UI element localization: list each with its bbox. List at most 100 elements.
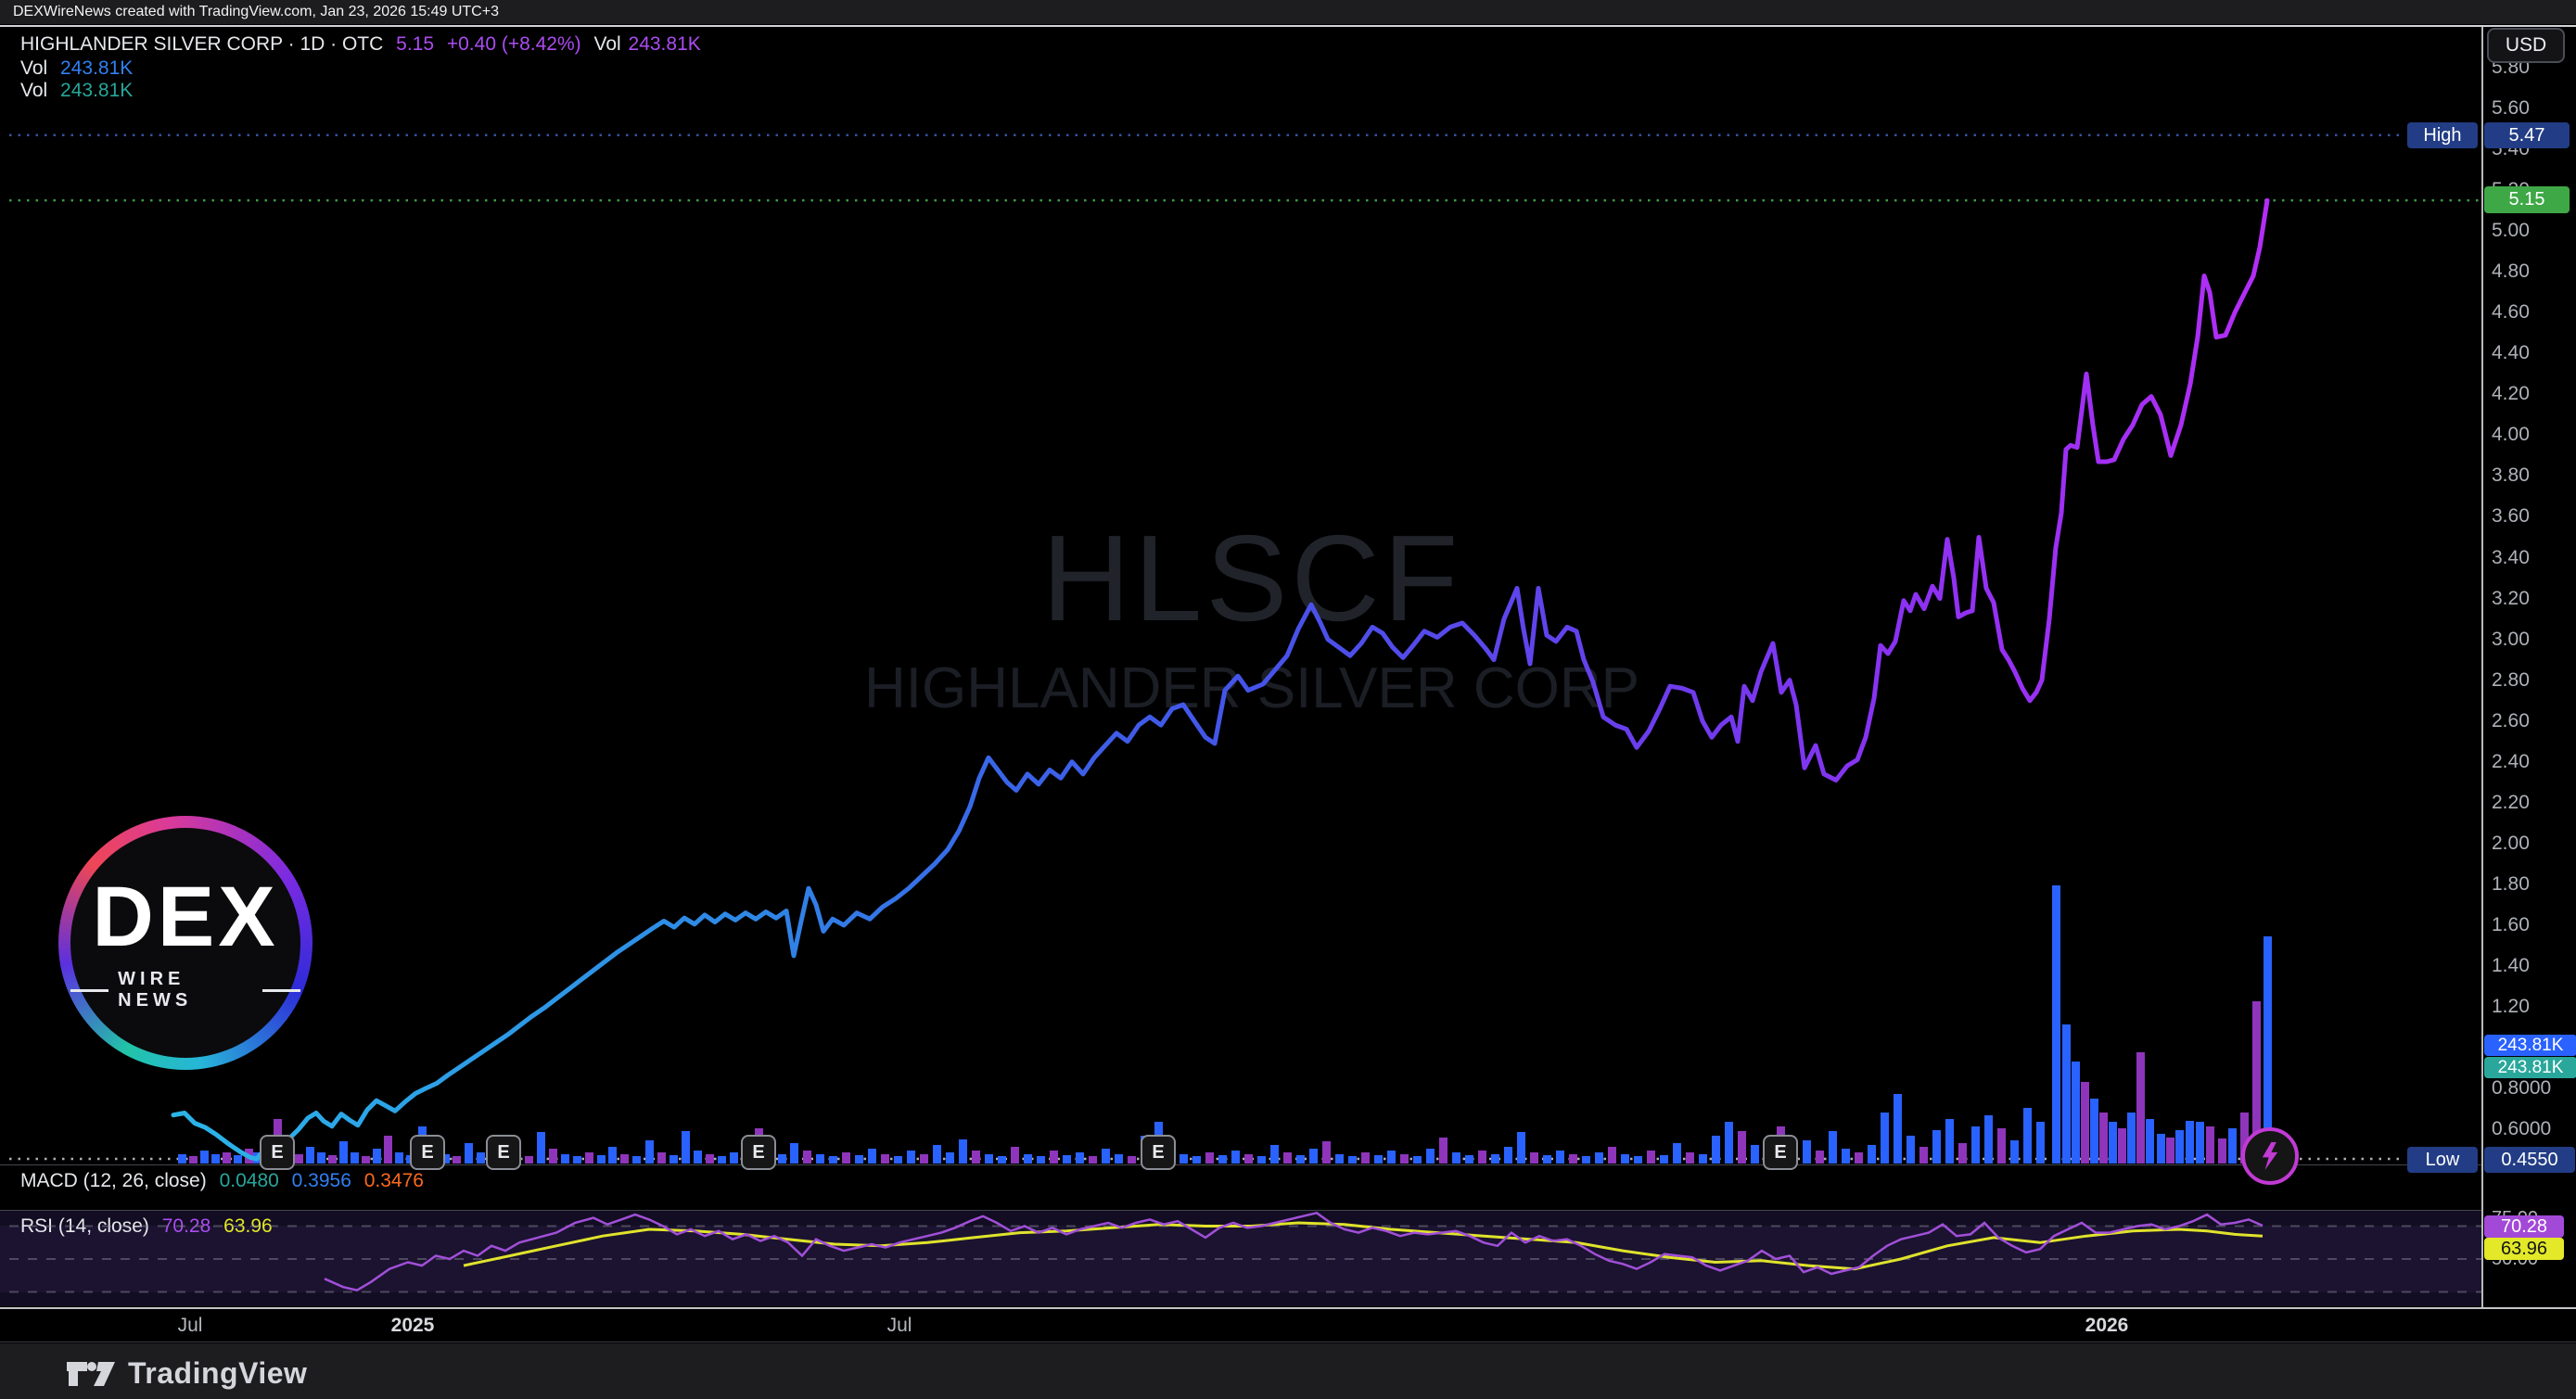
volume-bar xyxy=(2023,1108,2032,1164)
pane-separator[interactable] xyxy=(0,1210,2481,1211)
volume-bar xyxy=(730,1152,738,1164)
volume-bar xyxy=(1621,1154,1629,1164)
volume-bar xyxy=(868,1149,876,1164)
vol-value: 243.81K xyxy=(628,33,701,55)
volume-bar xyxy=(178,1154,186,1164)
volume-bar xyxy=(373,1149,381,1164)
volume-bar xyxy=(1270,1145,1279,1164)
volume-bar xyxy=(1439,1138,1447,1164)
volume-bar xyxy=(1491,1154,1499,1164)
volume-bar xyxy=(1309,1149,1318,1164)
legend-row-vol-1[interactable]: Vol 243.81K xyxy=(20,57,140,80)
volume-bar xyxy=(2186,1121,2194,1164)
price-tick: 3.80 xyxy=(2492,464,2530,487)
volume-bar xyxy=(1218,1155,1227,1164)
legend-row-vol-2[interactable]: Vol 243.81K xyxy=(20,80,140,102)
volume-bar xyxy=(1037,1156,1045,1164)
rsi-value-badge: 70.28 xyxy=(2484,1215,2564,1238)
volume-bar xyxy=(985,1154,993,1164)
earnings-marker-icon[interactable]: E xyxy=(741,1135,776,1170)
volume-bar xyxy=(1387,1151,1396,1164)
symbol-title[interactable]: HIGHLANDER SILVER CORP · 1D · OTC xyxy=(20,33,384,55)
volume-bar xyxy=(1647,1151,1655,1164)
volume-bar xyxy=(1361,1152,1370,1164)
volume-bar xyxy=(1556,1151,1564,1164)
volume-bar xyxy=(2157,1134,2165,1164)
volume-bar xyxy=(1673,1143,1681,1164)
volume-bar xyxy=(706,1154,714,1164)
volume-bar xyxy=(1283,1152,1292,1164)
volume-bar xyxy=(1919,1147,1928,1164)
volume-bar xyxy=(1244,1154,1253,1164)
currency-button[interactable]: USD xyxy=(2487,28,2565,63)
price-tick: 3.20 xyxy=(2492,587,2530,609)
macd-line-value: 0.3956 xyxy=(291,1170,351,1191)
volume-bar xyxy=(1063,1155,1071,1164)
volume-bar xyxy=(549,1149,557,1164)
volume-bar xyxy=(2090,1099,2098,1164)
volume-bar xyxy=(1945,1119,1954,1164)
price-tick: 1.80 xyxy=(2492,872,2530,895)
volume-bar xyxy=(1738,1131,1746,1164)
price-tick: 1.40 xyxy=(2492,954,2530,976)
volume-bar xyxy=(211,1154,220,1164)
volume-badge-blue: 243.81K xyxy=(2484,1035,2576,1056)
volume-bar xyxy=(317,1152,325,1164)
low-value-badge: 0.4550 xyxy=(2484,1147,2575,1173)
price-tick: 2.80 xyxy=(2492,668,2530,691)
volume-bar xyxy=(1595,1152,1603,1164)
volume-bar xyxy=(2072,1062,2080,1164)
time-axis-label[interactable]: 2025 xyxy=(390,1315,435,1336)
time-axis-label[interactable]: 2026 xyxy=(2085,1315,2129,1336)
macd-title[interactable]: MACD (12, 26, close) xyxy=(20,1170,207,1191)
price-axis-border[interactable] xyxy=(2481,27,2483,1307)
volume-bar xyxy=(1971,1126,1980,1164)
earnings-marker-icon[interactable]: E xyxy=(260,1135,295,1170)
price-tick: 3.60 xyxy=(2492,505,2530,528)
rsi-title[interactable]: RSI (14, close) xyxy=(20,1215,149,1237)
pane-separator[interactable] xyxy=(0,1164,2481,1165)
volume-bar xyxy=(2264,936,2272,1164)
volume-bar xyxy=(597,1155,606,1164)
tradingview-logo[interactable]: TradingView xyxy=(67,1356,307,1391)
volume-bar xyxy=(1530,1152,1538,1164)
earnings-marker-icon[interactable]: E xyxy=(410,1135,445,1170)
price-tick: 3.40 xyxy=(2492,546,2530,568)
volume-bar xyxy=(1050,1151,1058,1164)
chart-top-border xyxy=(0,25,2576,27)
time-axis-label[interactable]: Jul xyxy=(886,1315,912,1336)
wire-news-label: WIRE NEWS xyxy=(118,969,193,1011)
volume-bar xyxy=(395,1152,403,1164)
price-tick: 1.60 xyxy=(2492,913,2530,935)
volume-bar xyxy=(829,1156,837,1164)
lightning-marker-icon[interactable] xyxy=(2241,1127,2299,1185)
volume-bar xyxy=(1984,1115,1993,1164)
earnings-marker-icon[interactable]: E xyxy=(1763,1135,1798,1170)
volume-bar xyxy=(881,1154,889,1164)
volume-bar xyxy=(585,1152,593,1164)
volume-bar xyxy=(2136,1052,2145,1164)
volume-bar xyxy=(2218,1138,2226,1164)
earnings-marker-icon[interactable]: E xyxy=(486,1135,521,1170)
volume-bar xyxy=(2127,1113,2136,1164)
volume-bar xyxy=(682,1131,690,1164)
legend-row-main[interactable]: HIGHLANDER SILVER CORP · 1D · OTC 5.15 +… xyxy=(20,33,708,56)
price-line xyxy=(171,197,2270,1162)
macd-indicator-row[interactable]: MACD (12, 26, close) 0.0480 0.3956 0.347… xyxy=(20,1170,431,1192)
dex-logo-subtext: WIRE NEWS xyxy=(70,969,301,1011)
volume-bar xyxy=(1751,1145,1759,1164)
rsi-indicator-row[interactable]: RSI (14, close) 70.28 63.96 xyxy=(20,1215,280,1238)
volume-bar xyxy=(465,1143,473,1164)
volume-bar xyxy=(1478,1151,1486,1164)
high-value-badge: 5.47 xyxy=(2484,122,2570,148)
earnings-marker-icon[interactable]: E xyxy=(1141,1135,1176,1170)
time-axis-label[interactable]: Jul xyxy=(177,1315,203,1336)
rsi-band xyxy=(0,1226,2481,1292)
volume-bar xyxy=(1582,1156,1590,1164)
price-tick: 5.00 xyxy=(2492,220,2530,242)
divider xyxy=(70,988,109,992)
volume-bar xyxy=(2052,885,2060,1164)
volume-bar xyxy=(234,1155,242,1164)
